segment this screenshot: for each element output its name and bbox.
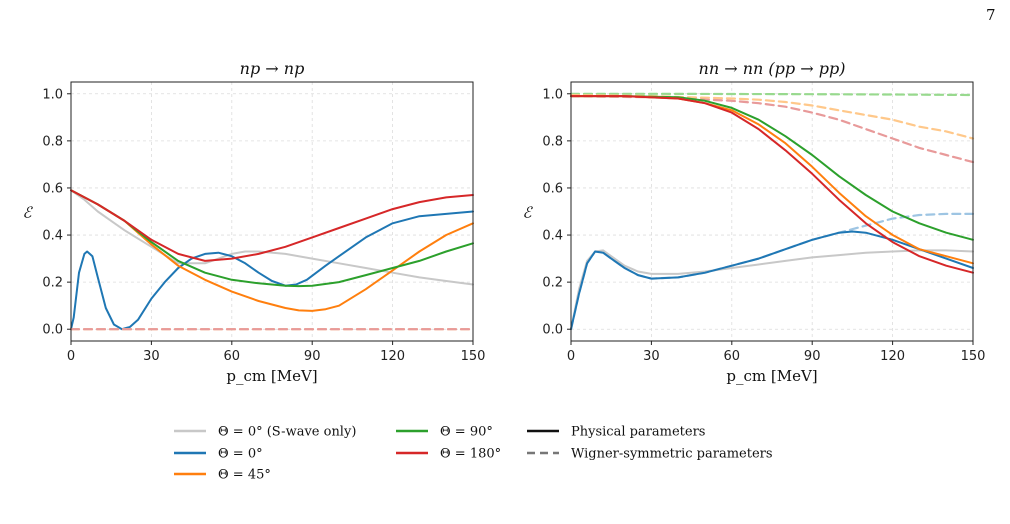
y-tick-label: 0.8 xyxy=(542,134,563,149)
y-tick-label: 1.0 xyxy=(542,87,563,102)
legend-label: Θ = 180° xyxy=(440,447,501,462)
y-tick-label: 0.6 xyxy=(42,181,63,196)
y-tick-label: 0.0 xyxy=(42,323,63,338)
x-tick-label: 30 xyxy=(143,349,160,364)
series-line xyxy=(570,95,974,274)
y-axis-label: ℰ xyxy=(522,204,533,222)
legend-label: Θ = 0° (S-wave only) xyxy=(218,425,356,440)
legend-label: Physical parameters xyxy=(571,425,705,440)
y-tick-label: 0.4 xyxy=(42,229,63,244)
series-line xyxy=(570,249,974,331)
series-line xyxy=(569,93,975,140)
y-tick-label: 0.4 xyxy=(542,229,563,244)
x-tick-label: 30 xyxy=(643,349,660,364)
x-tick-label: 0 xyxy=(67,349,75,364)
legend-label: Θ = 0° xyxy=(218,447,263,462)
legend-label: Wigner-symmetric parameters xyxy=(571,447,773,462)
series-line xyxy=(570,95,974,241)
series-line xyxy=(70,189,474,288)
panel-title: nn → nn (pp → pp) xyxy=(699,59,846,78)
x-tick-label: 60 xyxy=(724,349,741,364)
series-line xyxy=(570,230,974,331)
x-tick-label: 90 xyxy=(304,349,321,364)
x-tick-label: 150 xyxy=(961,349,986,364)
x-tick-label: 150 xyxy=(461,349,486,364)
series-line xyxy=(569,94,975,164)
y-axis-label: ℰ xyxy=(22,204,33,222)
x-tick-label: 90 xyxy=(804,349,821,364)
x-tick-label: 0 xyxy=(567,349,575,364)
series-line xyxy=(70,189,474,262)
legend-label: Θ = 90° xyxy=(440,425,493,440)
chart-panel-1: 0 30 60 90 120 150 0.0 0.2 0.4 0.6 0.8 1.0 np → np p_… xyxy=(22,59,485,385)
x-axis-label: p_cm [MeV] xyxy=(726,367,817,385)
y-tick-label: 0.0 xyxy=(542,323,563,338)
panel-title: np → np xyxy=(240,59,305,78)
y-tick-label: 1.0 xyxy=(42,87,63,102)
legend-label: Θ = 45° xyxy=(218,468,271,483)
legend: Θ = 0° (S-wave only) Θ = 0° Θ = 45° Θ = 90°… xyxy=(174,425,773,483)
x-tick-label: 120 xyxy=(880,349,905,364)
page-number: 7 xyxy=(986,6,996,24)
series-line xyxy=(70,189,474,286)
x-axis-label: p_cm [MeV] xyxy=(226,367,317,385)
chart-panel-2: 0 30 60 90 120 150 0.0 0.2 0.4 0.6 0.8 1.0 nn → nn (… xyxy=(522,59,985,385)
plot-frame xyxy=(70,81,474,342)
plot-frame xyxy=(570,81,974,342)
series-line xyxy=(70,210,474,331)
y-tick-label: 0.2 xyxy=(542,276,563,291)
x-tick-label: 60 xyxy=(224,349,241,364)
x-tick-label: 120 xyxy=(380,349,405,364)
series-line xyxy=(569,92,975,97)
y-tick-label: 0.6 xyxy=(542,181,563,196)
y-tick-label: 0.8 xyxy=(42,134,63,149)
series-line xyxy=(570,95,974,265)
y-tick-label: 0.2 xyxy=(42,276,63,291)
